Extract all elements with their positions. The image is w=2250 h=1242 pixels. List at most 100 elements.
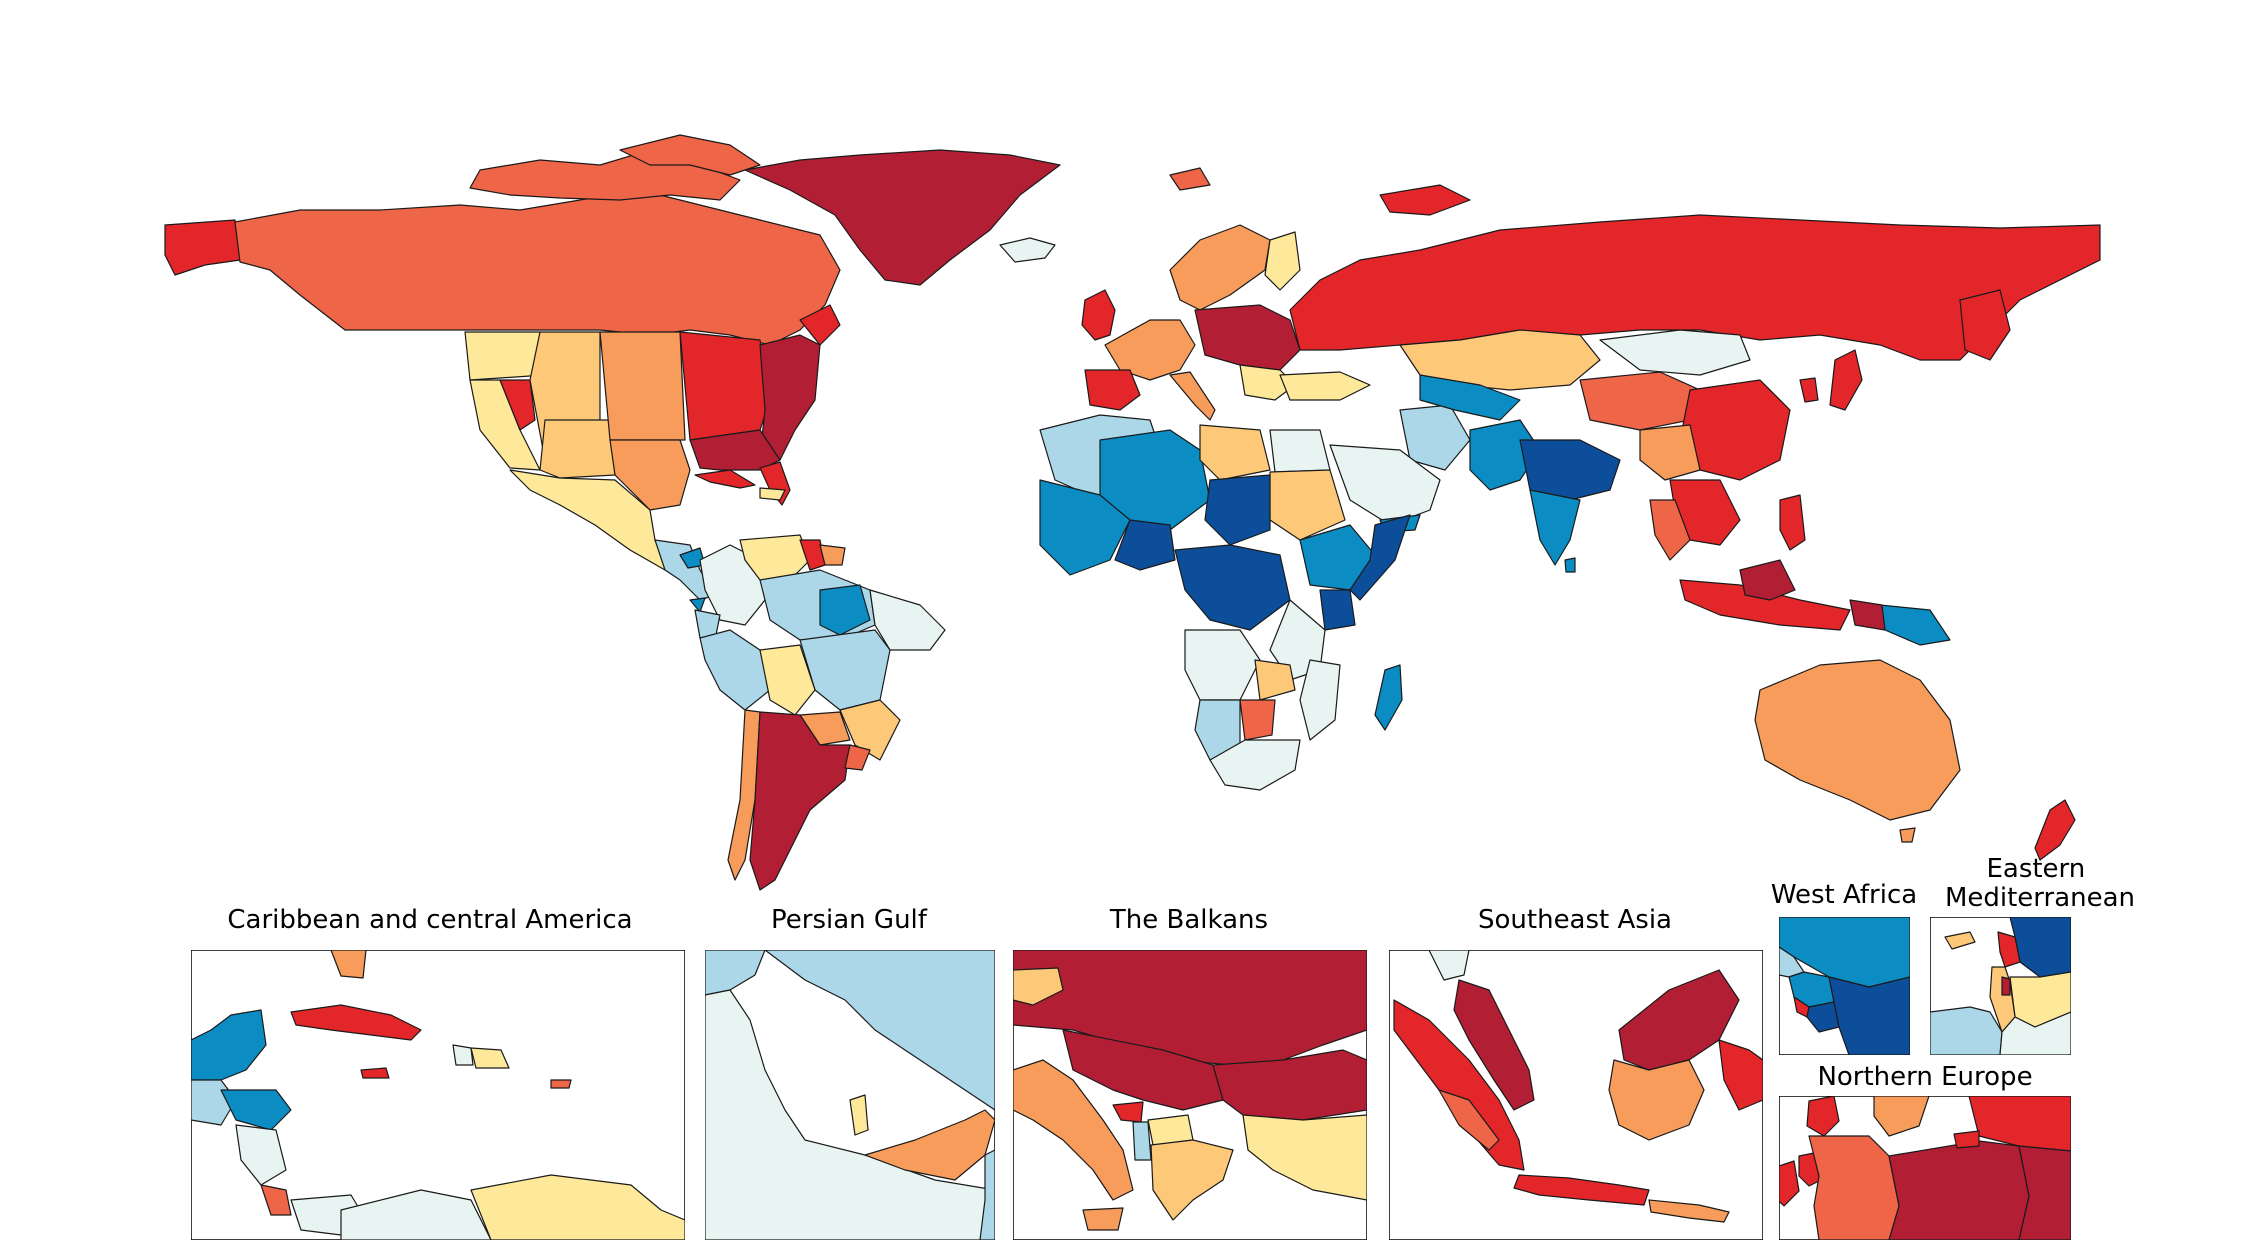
inset-caribbean-dominican-republic [470,1047,510,1069]
region-somalia [1349,514,1411,601]
region-cuba [694,469,756,489]
inset-wa-liberia [1806,1001,1840,1033]
region-botswana [1239,699,1276,741]
region-italy [1169,371,1216,421]
region-madagascar [1374,664,1403,731]
inset-balkans-italy [1013,1059,1134,1201]
region-tasmania [1899,827,1916,843]
inset-sea-java [1513,1174,1650,1206]
world-map [164,134,2101,891]
region-pakistan-afghanistan [1469,419,1541,491]
region-brazil-south [839,699,901,761]
region-arabia [1329,444,1441,526]
region-mozambique [1299,659,1341,741]
inset-caribbean-haiti [452,1044,474,1066]
inset-em-cyprus [1944,931,1976,950]
region-libya [1199,424,1271,481]
region-finland [1264,231,1301,291]
region-kenya [1319,589,1356,631]
region-balkans [1239,364,1296,401]
region-south-africa [1209,739,1301,791]
inset-em-egypt [1930,1006,2003,1055]
inset-em-saudi [1999,1011,2071,1055]
inset-sea-sulawesi [1718,1039,1763,1111]
inset-title-southeast-asia: Southeast Asia [1478,905,1672,935]
region-usa-east [759,334,821,461]
region-usa-south [689,429,781,471]
inset-gulf-qatar [849,1094,869,1136]
region-novaya-zemlya [1379,184,1471,216]
region-svalbard [1169,167,1211,191]
inset-gulf-saudi-arabia [705,989,995,1240]
region-canada [234,189,841,346]
inset-caribbean-honduras [220,1089,292,1131]
region-greenland [744,149,1061,286]
inset-balkans: The Balkans [1013,905,1367,1240]
inset-west-africa: West Africa [1771,880,1917,1055]
region-panama [689,597,706,613]
region-philippines [1779,494,1806,551]
inset-gulf-oman [979,1149,995,1240]
region-russia-east [1959,289,2011,361]
inset-title-northern-europe: Northern Europe [1817,1062,2032,1092]
region-japan [1829,349,1863,411]
inset-gulf-iran [764,950,995,1111]
inset-caribbean-cuba [290,1004,422,1041]
region-usa-nevada [499,379,536,431]
inset-balkans-romania-bulgaria [1212,1049,1367,1121]
inset-ne-belarus [2018,1145,2071,1240]
region-uruguay [844,744,871,771]
region-argentina [749,711,851,891]
inset-caribbean-venezuela [470,1174,685,1240]
inset-gulf-iraq-kuwait [705,950,766,996]
inset-caribbean-mexico-north [330,950,367,979]
region-usa-plains [599,331,686,441]
region-brazil-northeast [869,589,946,651]
region-uk-ireland [1081,289,1116,341]
inset-caribbean-colombia [340,1189,492,1240]
region-iberia [1084,369,1141,411]
inset-persian-gulf: Persian Gulf [705,905,995,1240]
inset-balkans-greece [1150,1139,1234,1221]
region-zambia [1254,659,1296,701]
inset-sea-sumatra [1393,999,1525,1171]
region-suriname-guiana [819,544,846,566]
region-hispaniola [759,487,786,501]
inset-maps: Caribbean and central America [191,854,2135,1240]
inset-caribbean-jamaica [360,1067,390,1079]
inset-ne-poland [1888,1140,2030,1240]
region-usa-southwest [539,419,616,479]
inset-balkans-albania [1132,1121,1152,1161]
inset-ne-sweden [1873,1096,1930,1137]
inset-ne-uk [1779,1160,1800,1207]
inset-sea-lesser-sunda [1648,1199,1730,1223]
region-korea [1799,377,1819,403]
inset-ne-kaliningrad [1953,1130,1980,1149]
inset-em-lebanon [1997,931,2021,968]
region-peru [699,629,771,711]
region-egypt [1269,429,1331,473]
inset-title-persian-gulf: Persian Gulf [771,905,928,935]
inset-sea-borneo-south [1608,1059,1705,1141]
region-india-south [1529,489,1581,566]
region-china-west [1579,371,1701,431]
region-usa-texas [609,439,691,511]
region-central-america [654,539,716,601]
region-chad [1204,474,1271,546]
region-iceland [999,237,1056,263]
region-bolivia [759,644,816,716]
region-central-asia [1419,374,1521,421]
inset-balkans-croatia-serbia [1062,1029,1224,1111]
inset-sea-sumatra-south [1438,1089,1500,1151]
inset-ne-denmark [1806,1096,1840,1137]
inset-sea-malaysia [1453,979,1535,1111]
inset-gulf-uae [864,1109,995,1181]
region-brazil-amazon [819,584,871,636]
region-china-south [1639,424,1701,481]
inset-sea-thailand [1428,950,1470,981]
region-alaska [164,219,241,276]
region-usa-new-england [799,304,841,346]
region-thailand [1649,499,1691,561]
region-west-africa [1039,479,1131,576]
